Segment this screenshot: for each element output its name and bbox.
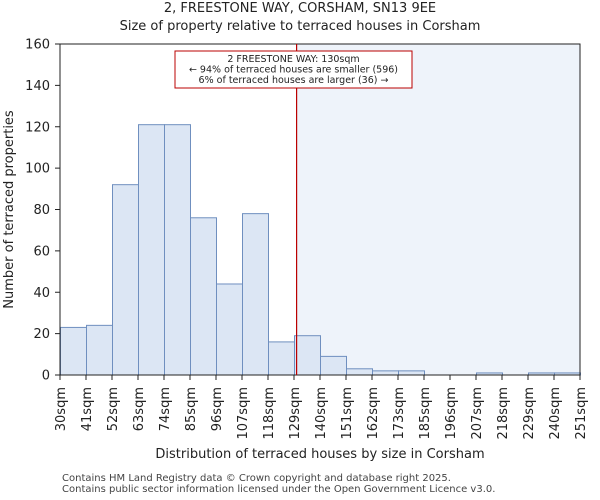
bar-107sqm <box>242 213 269 376</box>
bar-118sqm <box>268 341 295 376</box>
x-tick-label-118sqm: 118sqm <box>262 387 277 440</box>
bar-151sqm <box>346 368 373 376</box>
y-tick-label-20: 20 <box>33 327 50 342</box>
x-tick-label-240sqm: 240sqm <box>548 387 563 440</box>
bar-96sqm <box>216 283 243 376</box>
x-tick-label-129sqm: 129sqm <box>288 387 303 440</box>
chart-title-address: 2, FREESTONE WAY, CORSHAM, SN13 9EE <box>163 1 437 16</box>
y-tick-label-60: 60 <box>33 244 50 259</box>
footer-licence-line: Contains public sector information licen… <box>62 484 496 495</box>
bar-173sqm <box>398 370 425 376</box>
x-tick-label-74sqm: 74sqm <box>158 387 173 431</box>
y-tick-label-0: 0 <box>42 369 50 384</box>
bar-129sqm <box>294 335 321 376</box>
y-tick-label-160: 160 <box>25 38 50 53</box>
larger-region-shade <box>296 44 580 375</box>
chart-subtitle: Size of property relative to terraced ho… <box>119 19 481 34</box>
x-tick-label-30sqm: 30sqm <box>54 387 69 431</box>
x-tick-label-185sqm: 185sqm <box>418 387 433 440</box>
y-tick-label-140: 140 <box>25 79 50 94</box>
x-tick-label-96sqm: 96sqm <box>210 387 225 431</box>
bar-85sqm <box>190 217 217 376</box>
x-tick-label-63sqm: 63sqm <box>132 387 147 431</box>
y-tick-label-40: 40 <box>33 286 50 301</box>
annotation-property-size: 2 FREESTONE WAY: 130sqm <box>227 54 359 65</box>
x-tick-label-162sqm: 162sqm <box>366 387 381 440</box>
bar-52sqm <box>112 184 139 376</box>
bar-30sqm <box>60 326 87 376</box>
y-tick-label-100: 100 <box>25 162 50 177</box>
x-tick-label-85sqm: 85sqm <box>184 387 199 431</box>
histogram-chart: 0 20 40 60 80 100 120 140 160 30sqm 41sqm 52sqm 63sq… <box>2 38 589 463</box>
bar-162sqm <box>372 370 399 376</box>
x-tick-label-207sqm: 207sqm <box>470 387 485 440</box>
bar-41sqm <box>86 324 113 376</box>
annotation-larger-share: 6% of terraced houses are larger (36) → <box>199 75 389 86</box>
x-tick-label-140sqm: 140sqm <box>314 387 329 440</box>
annotation-box <box>174 50 413 89</box>
x-axis-label: Distribution of terraced houses by size … <box>155 447 484 462</box>
x-tick-label-218sqm: 218sqm <box>496 387 511 440</box>
y-tick-label-120: 120 <box>25 120 50 135</box>
bar-63sqm <box>138 124 165 376</box>
x-tick-label-107sqm: 107sqm <box>236 387 251 440</box>
x-tick-label-52sqm: 52sqm <box>106 387 121 431</box>
y-axis-label: Number of terraced properties <box>2 110 17 309</box>
x-tick-label-229sqm: 229sqm <box>522 387 537 440</box>
bar-140sqm <box>320 355 347 376</box>
x-tick-label-173sqm: 173sqm <box>392 387 407 440</box>
annotation-smaller-share: ← 94% of terraced houses are smaller (59… <box>189 65 398 76</box>
x-tick-label-151sqm: 151sqm <box>340 387 355 440</box>
x-tick-label-41sqm: 41sqm <box>80 387 95 431</box>
footer-copyright-line: Contains HM Land Registry data © Crown c… <box>62 473 451 484</box>
x-tick-label-196sqm: 196sqm <box>444 387 459 440</box>
bar-74sqm <box>164 124 191 376</box>
x-tick-label-251sqm: 251sqm <box>574 387 589 440</box>
y-tick-label-80: 80 <box>33 203 50 218</box>
